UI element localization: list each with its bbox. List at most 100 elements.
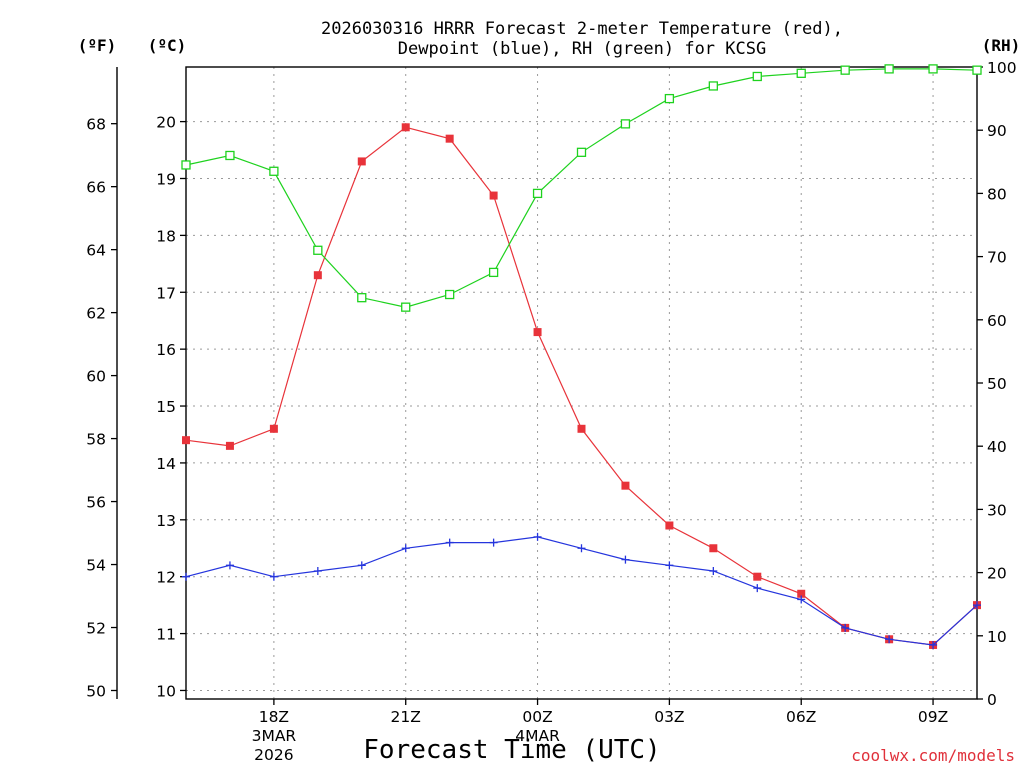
celsius-tick-label: 12 [156, 569, 176, 587]
temperature-point [797, 589, 806, 598]
dewpoint-point [621, 555, 630, 564]
rh-point [972, 65, 982, 75]
celsius-tick-label: 20 [156, 114, 176, 132]
rh-point [181, 160, 191, 170]
date-label: 3MAR [252, 727, 297, 745]
fahrenheit-tick-label: 54 [86, 557, 106, 575]
temperature-point [182, 436, 190, 445]
dewpoint-point [533, 532, 542, 541]
temperature-point [445, 134, 454, 143]
dewpoint-point [269, 572, 278, 581]
fahrenheit-tick-label: 62 [86, 305, 106, 323]
plot-frame [185, 66, 978, 700]
fahrenheit-tick-label: 68 [86, 116, 106, 134]
time-tick-label: 00Z [522, 708, 552, 726]
fahrenheit-tick-label: 52 [86, 620, 106, 638]
temperature-point [533, 328, 542, 337]
fahrenheit-tick-label: 64 [86, 242, 106, 260]
rh-tick-label: 100 [987, 59, 1017, 77]
grid-lines [186, 67, 977, 699]
rh-point [225, 150, 235, 161]
temperature-line [185, 126, 978, 646]
rh-point [576, 147, 587, 157]
chart-title-line2: Dewpoint (blue), RH (green) for KCSG [398, 39, 766, 59]
fahrenheit-tick-label: 66 [86, 179, 106, 197]
time-tick-label: 06Z [786, 708, 816, 726]
rh-point [796, 68, 806, 78]
rh-point [401, 302, 411, 312]
celsius-tick-label: 13 [156, 512, 176, 530]
dewpoint-point [401, 544, 410, 553]
temperature-point [753, 572, 762, 581]
dewpoint-point [665, 561, 674, 570]
rh-point [840, 65, 850, 75]
fahrenheit-tick-label: 50 [86, 682, 106, 700]
chart-title-line1: 2026030316 HRRR Forecast 2-meter Tempera… [321, 19, 843, 39]
dewpoint-point [797, 595, 806, 604]
celsius-tick-label: 15 [156, 398, 176, 416]
dewpoint-point [841, 623, 850, 632]
rh-point [445, 289, 455, 300]
rh-tick-label: 10 [987, 628, 1007, 646]
rh-unit-label: (RH) [982, 36, 1021, 55]
rh-point [488, 267, 499, 278]
celsius-axis: 10 11 12 13 14 15 16 17 18 19 20 [156, 114, 186, 700]
dewpoint-point [709, 567, 718, 576]
fahrenheit-axis: 50 52 54 56 58 60 62 64 66 68 [86, 116, 117, 700]
fahrenheit-tick-label: 60 [86, 368, 106, 386]
dewpoint-point [753, 584, 762, 593]
celsius-tick-label: 17 [156, 284, 176, 302]
dewpoint-point [182, 572, 190, 581]
time-tick-label: 18Z [259, 708, 289, 726]
x-axis-label: Forecast Time (UTC) [363, 735, 660, 765]
year-label: 2026 [254, 746, 293, 764]
temperature-point [225, 441, 234, 450]
dewpoint-point [313, 567, 322, 576]
fahrenheit-tick-label: 56 [86, 494, 106, 512]
temperature-point [621, 481, 630, 490]
dewpoint-point [445, 538, 454, 547]
temperature-point [709, 544, 718, 553]
rh-tick-label: 0 [987, 691, 997, 709]
celsius-unit-label: (ºC) [148, 36, 187, 55]
celsius-tick-label: 10 [156, 682, 176, 700]
dewpoint-point [357, 561, 366, 570]
rh-point [884, 64, 894, 74]
rh-tick-label: 70 [987, 249, 1007, 267]
rh-point [357, 293, 367, 303]
celsius-tick-label: 16 [156, 341, 176, 359]
rh-tick-label: 40 [987, 438, 1007, 456]
dewpoint-series [182, 532, 981, 649]
dewpoint-line [185, 536, 978, 646]
rh-tick-label: 80 [987, 185, 1007, 203]
temperature-point [357, 157, 366, 166]
rh-tick-label: 30 [987, 501, 1007, 519]
rh-point [313, 245, 323, 255]
temperature-series [182, 123, 981, 649]
credit-text: coolwx.com/models [851, 746, 1015, 765]
rh-point [664, 93, 675, 104]
rh-point [752, 71, 762, 82]
rh-point [708, 81, 718, 91]
celsius-tick-label: 11 [156, 626, 176, 644]
dewpoint-point [929, 640, 938, 649]
rh-point [269, 166, 279, 176]
time-tick-label: 03Z [654, 708, 684, 726]
temperature-point [401, 123, 410, 132]
time-tick-label: 09Z [918, 708, 948, 726]
rh-point [928, 64, 938, 74]
rh-tick-label: 50 [987, 375, 1007, 393]
rh-axis: 0 10 20 30 40 50 60 70 80 90 100 [977, 59, 1017, 709]
temperature-point [489, 191, 498, 200]
date-label: 4MAR [515, 727, 560, 745]
temperature-point [577, 424, 586, 433]
rh-tick-label: 90 [987, 122, 1007, 140]
dewpoint-point [973, 601, 981, 610]
celsius-tick-label: 19 [156, 170, 176, 188]
temperature-point [313, 271, 322, 280]
rh-line [185, 68, 978, 308]
dewpoint-point [489, 538, 498, 547]
rh-point [620, 119, 631, 129]
